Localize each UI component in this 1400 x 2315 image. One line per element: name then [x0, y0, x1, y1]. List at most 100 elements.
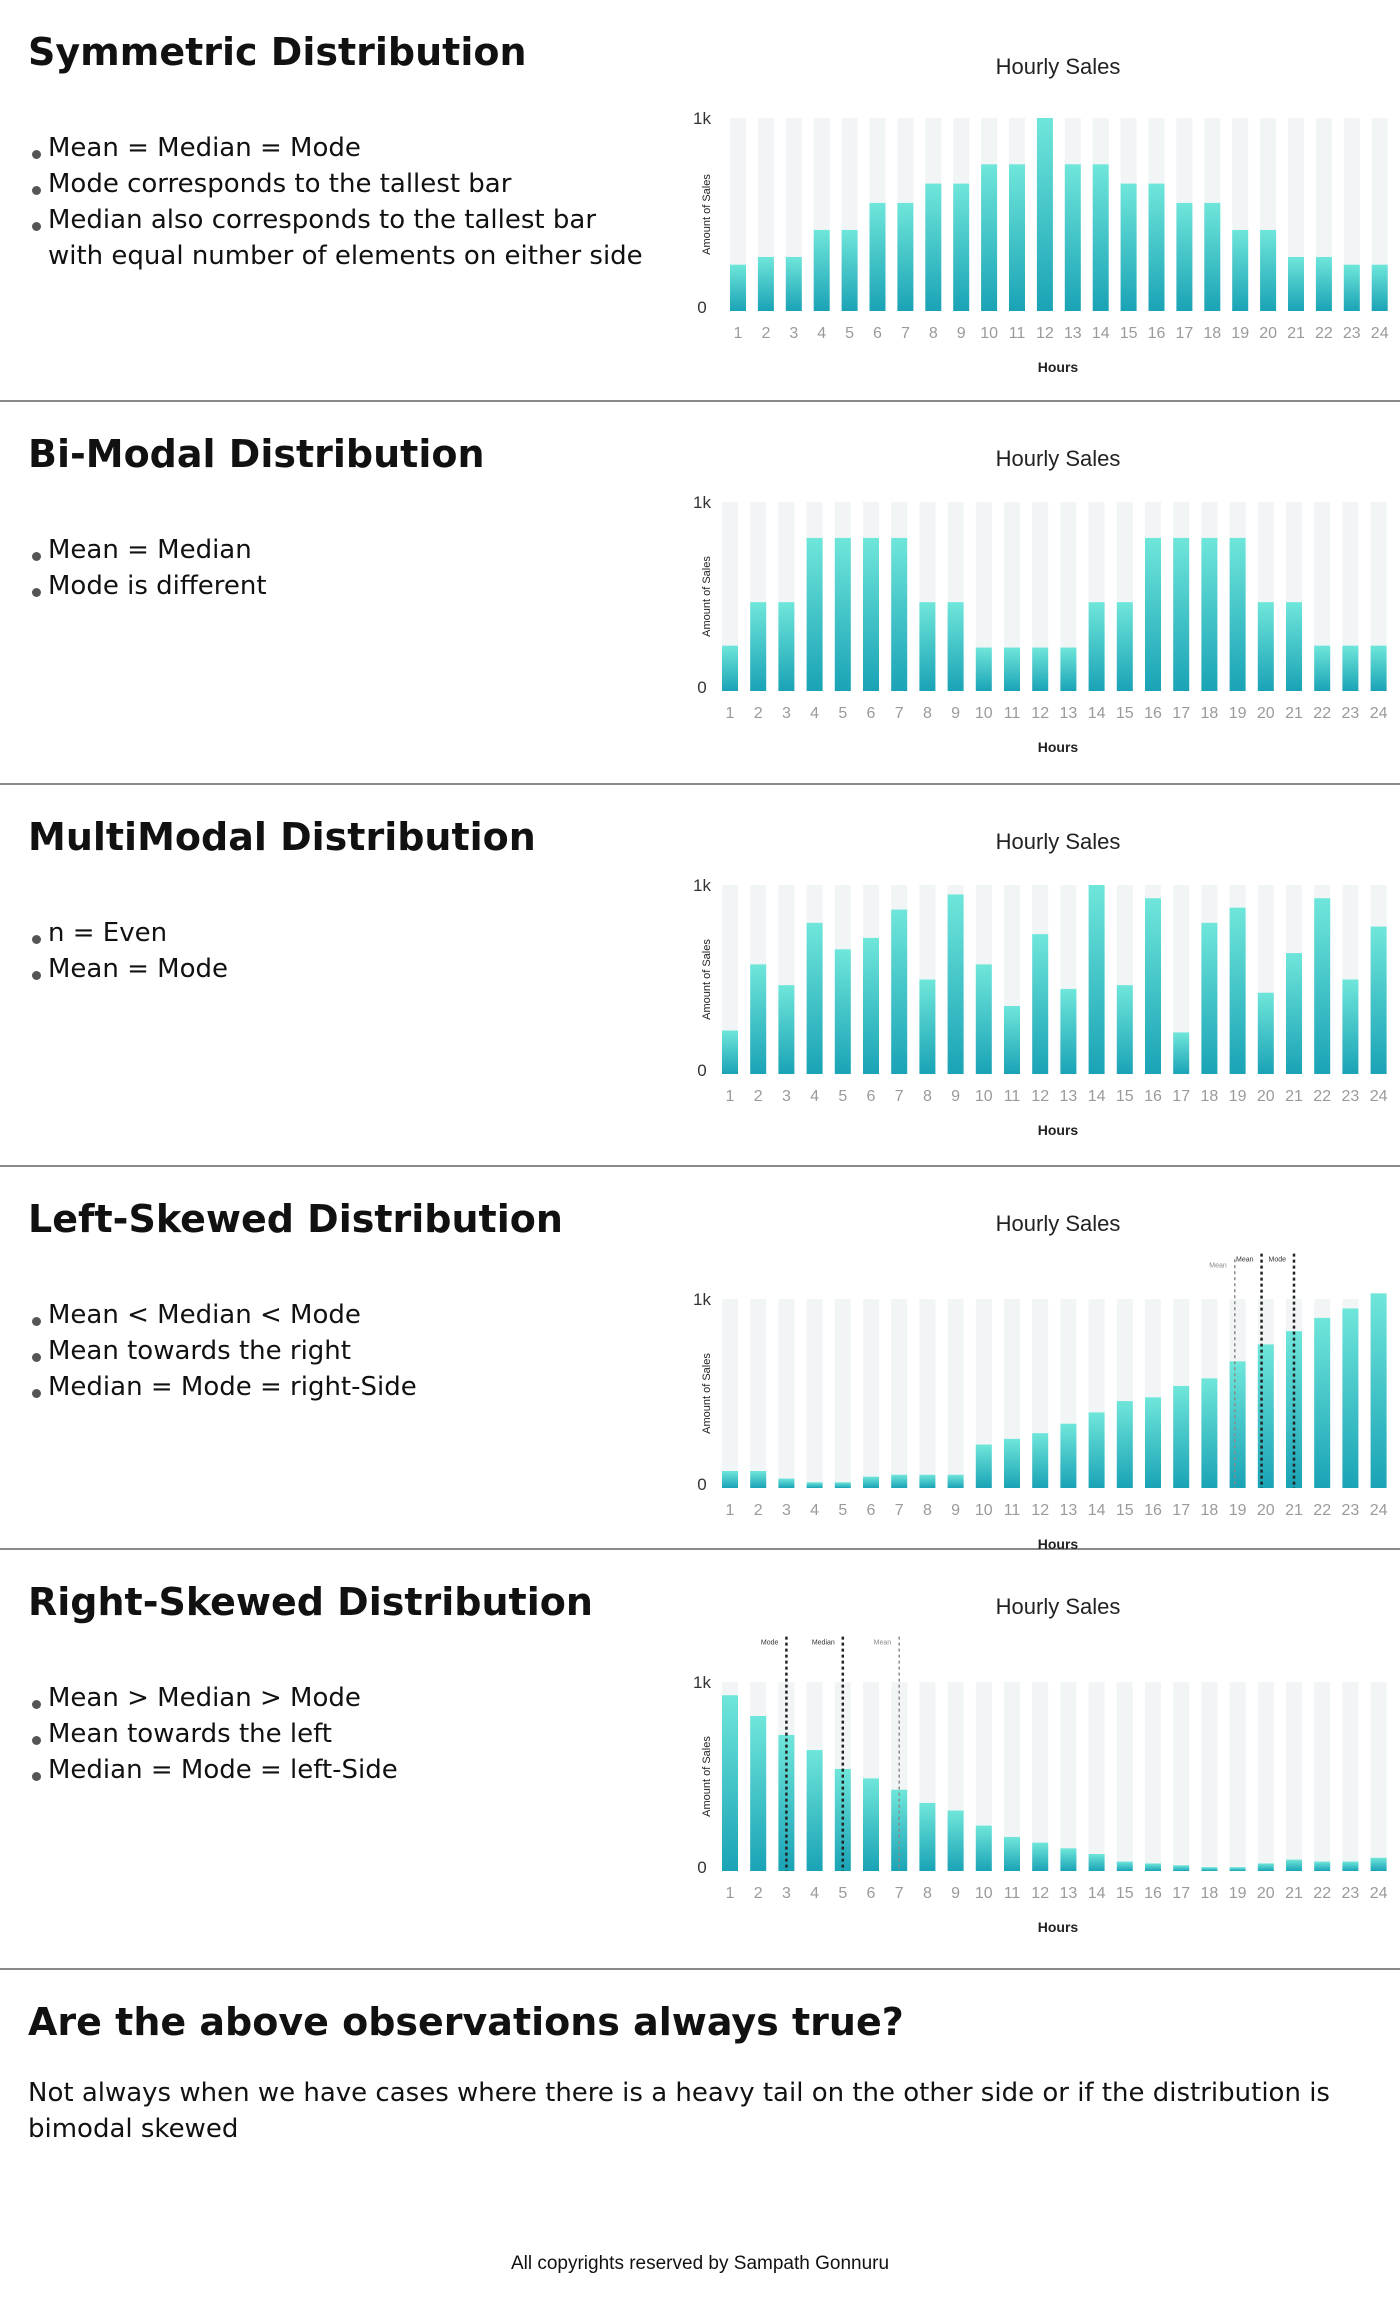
bar[interactable] — [975, 647, 992, 691]
bar[interactable] — [1088, 1412, 1105, 1488]
bar[interactable] — [1286, 953, 1302, 1074]
bar[interactable] — [869, 202, 886, 311]
bar[interactable] — [722, 645, 738, 691]
bar[interactable] — [750, 602, 767, 691]
bar[interactable] — [1004, 1005, 1020, 1074]
bar[interactable] — [806, 537, 823, 691]
bar[interactable] — [891, 1474, 908, 1488]
bar[interactable] — [1229, 907, 1246, 1074]
bar[interactable] — [1288, 256, 1304, 311]
bar[interactable] — [722, 1470, 738, 1488]
bar[interactable] — [1342, 1861, 1359, 1871]
bar[interactable] — [806, 922, 823, 1074]
bar[interactable] — [1009, 164, 1025, 311]
bar[interactable] — [1064, 164, 1081, 311]
bar[interactable] — [778, 1734, 795, 1871]
bar[interactable] — [975, 1444, 992, 1488]
bar[interactable] — [919, 979, 936, 1075]
bar[interactable] — [1314, 645, 1331, 691]
bar[interactable] — [1036, 118, 1053, 311]
bar[interactable] — [863, 1778, 879, 1871]
bar[interactable] — [1257, 1863, 1274, 1871]
bar[interactable] — [1032, 1842, 1049, 1871]
bar[interactable] — [863, 537, 879, 691]
bar[interactable] — [834, 1768, 851, 1871]
bar[interactable] — [1370, 645, 1387, 691]
bar[interactable] — [1342, 1308, 1359, 1488]
bar[interactable] — [925, 183, 942, 311]
bar[interactable] — [953, 183, 970, 311]
bar[interactable] — [750, 1470, 767, 1488]
bar[interactable] — [1371, 264, 1388, 311]
bar[interactable] — [919, 1474, 936, 1488]
bar[interactable] — [1004, 1438, 1020, 1488]
bar[interactable] — [1343, 264, 1360, 311]
bar[interactable] — [1201, 537, 1218, 691]
bar[interactable] — [1229, 537, 1246, 691]
bar[interactable] — [1116, 985, 1133, 1074]
bar[interactable] — [1173, 537, 1190, 691]
bar[interactable] — [891, 909, 908, 1074]
bar[interactable] — [863, 1476, 879, 1488]
bar[interactable] — [1257, 602, 1274, 691]
bar[interactable] — [947, 602, 964, 691]
bar[interactable] — [841, 229, 858, 311]
bar[interactable] — [1370, 1857, 1387, 1871]
bar[interactable] — [722, 1030, 738, 1074]
bar[interactable] — [1148, 183, 1165, 311]
bar[interactable] — [1370, 1293, 1387, 1488]
bar[interactable] — [947, 1474, 964, 1488]
bar[interactable] — [834, 537, 851, 691]
bar[interactable] — [1088, 1853, 1105, 1871]
bar[interactable] — [1229, 1361, 1246, 1488]
bar[interactable] — [813, 229, 830, 311]
bar[interactable] — [981, 164, 998, 311]
bar[interactable] — [1116, 602, 1133, 691]
bar[interactable] — [1176, 202, 1193, 311]
bar[interactable] — [1032, 1433, 1049, 1488]
bar[interactable] — [750, 1716, 767, 1871]
bar[interactable] — [1032, 934, 1049, 1074]
bar[interactable] — [1088, 602, 1105, 691]
bar[interactable] — [1315, 256, 1332, 311]
bar[interactable] — [919, 602, 936, 691]
bar[interactable] — [1286, 602, 1302, 691]
bar[interactable] — [778, 602, 795, 691]
bar[interactable] — [806, 1482, 823, 1488]
bar[interactable] — [730, 264, 746, 311]
bar[interactable] — [1286, 1859, 1302, 1871]
bar[interactable] — [1116, 1861, 1133, 1871]
bar[interactable] — [785, 256, 802, 311]
bar[interactable] — [1116, 1401, 1133, 1488]
bar[interactable] — [1092, 164, 1109, 311]
bar[interactable] — [1060, 1423, 1077, 1488]
bar[interactable] — [1060, 988, 1077, 1074]
bar[interactable] — [947, 1810, 964, 1871]
bar[interactable] — [1232, 229, 1249, 311]
bar[interactable] — [722, 1695, 738, 1871]
bar[interactable] — [863, 937, 879, 1074]
bar[interactable] — [947, 894, 964, 1074]
bar[interactable] — [834, 949, 851, 1074]
bar[interactable] — [975, 964, 992, 1074]
bar[interactable] — [1342, 979, 1359, 1075]
bar[interactable] — [757, 256, 774, 311]
bar[interactable] — [1173, 1032, 1190, 1074]
bar[interactable] — [834, 1482, 851, 1488]
bar[interactable] — [1060, 1848, 1077, 1871]
bar[interactable] — [806, 1750, 823, 1871]
bar[interactable] — [1342, 645, 1359, 691]
bar[interactable] — [919, 1802, 936, 1871]
bar[interactable] — [1145, 1863, 1161, 1871]
bar[interactable] — [1260, 229, 1277, 311]
bar[interactable] — [1060, 647, 1077, 691]
bar[interactable] — [1314, 898, 1331, 1074]
bar[interactable] — [1201, 1378, 1218, 1488]
bar[interactable] — [975, 1825, 992, 1871]
bar[interactable] — [1145, 537, 1161, 691]
bar[interactable] — [778, 985, 795, 1074]
bar[interactable] — [1201, 922, 1218, 1074]
bar[interactable] — [891, 537, 908, 691]
bar[interactable] — [1173, 1865, 1190, 1871]
bar[interactable] — [1286, 1331, 1302, 1488]
